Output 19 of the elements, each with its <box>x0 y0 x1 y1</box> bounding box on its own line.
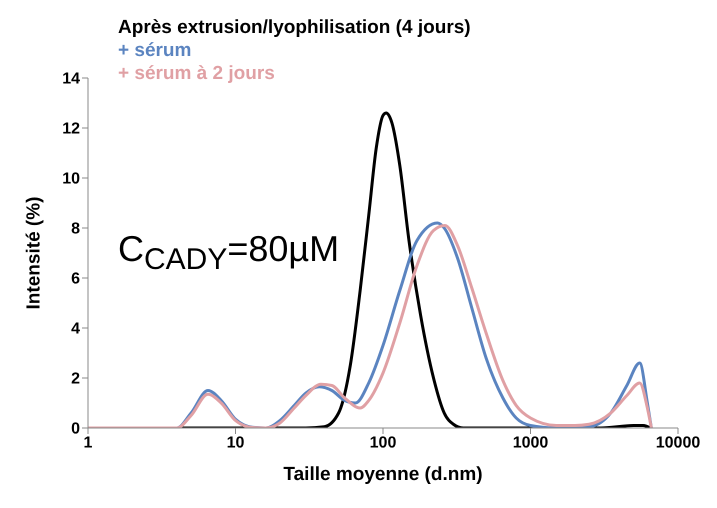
y-tick-label: 8 <box>71 220 80 238</box>
text: Après extrusion/lyophilisation (4 jours) <box>118 16 471 39</box>
y-tick-label: 14 <box>62 70 80 88</box>
x-tick-label: 1000 <box>512 434 548 452</box>
x-tick-label: 10 <box>226 434 244 452</box>
x-tick-label: 10000 <box>656 434 700 452</box>
y-tick-label: 0 <box>71 420 80 438</box>
y-tick-label: 6 <box>71 270 80 288</box>
y-tick-label: 12 <box>62 120 80 138</box>
y-tick-label: 2 <box>71 370 80 388</box>
y-tick-label: 10 <box>62 170 80 188</box>
y-tick-label: 4 <box>71 320 80 338</box>
text: + sérum à 2 jours <box>118 62 276 85</box>
x-tick-label: 100 <box>370 434 396 452</box>
annotation: C$_{CADY}$=80µM <box>118 228 340 278</box>
x-tick-label: 1 <box>84 434 93 452</box>
text: + sérum <box>118 39 192 62</box>
y-axis-title: Intensité (%) <box>24 196 45 310</box>
x-axis-title: Taille moyenne (d.nm) <box>283 464 483 485</box>
